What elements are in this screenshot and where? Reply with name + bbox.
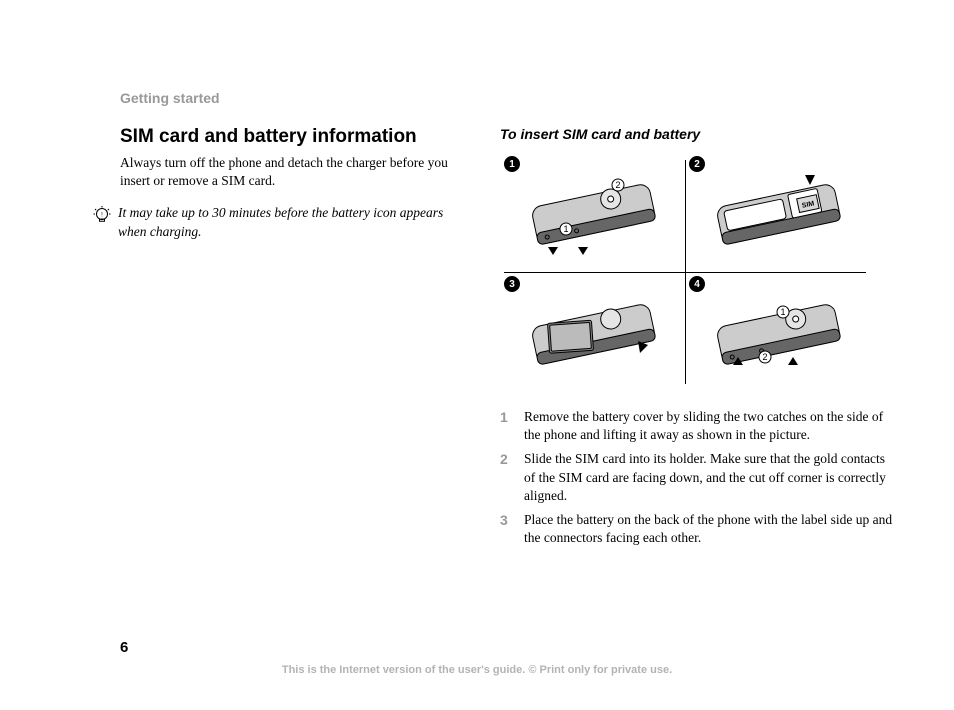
step-item: Place the battery on the back of the pho… — [500, 511, 894, 547]
tip-block: ! It may take up to 30 minutes before th… — [92, 204, 460, 240]
intro-paragraph: Always turn off the phone and detach the… — [120, 154, 460, 190]
section-header: Getting started — [120, 90, 894, 106]
sub-marker-2: 2 — [615, 180, 620, 190]
tip-text: It may take up to 30 minutes before the … — [118, 204, 460, 240]
phone-insert-sim-illustration: SIM — [703, 167, 853, 257]
instruction-diagram: 1 2 1 — [500, 152, 870, 392]
svg-text:!: ! — [101, 213, 103, 219]
panel-badge: 3 — [504, 276, 520, 292]
panel-badge: 4 — [689, 276, 705, 292]
sub-marker-1: 1 — [563, 224, 568, 234]
panel-badge: 1 — [504, 156, 520, 172]
diagram-panel-2: 2 SIM — [685, 152, 870, 272]
sub-marker-1: 1 — [780, 307, 785, 317]
diagram-panel-4: 4 1 2 — [685, 272, 870, 392]
footer-notice: This is the Internet version of the user… — [0, 664, 954, 676]
left-column: SIM card and battery information Always … — [120, 126, 460, 554]
diagram-panel-3: 3 — [500, 272, 685, 392]
lightbulb-icon: ! — [92, 205, 112, 232]
phone-insert-battery-illustration — [518, 287, 668, 377]
content-columns: SIM card and battery information Always … — [120, 126, 894, 554]
panel-badge: 2 — [689, 156, 705, 172]
diagram-panel-1: 1 2 1 — [500, 152, 685, 272]
step-item: Remove the battery cover by sliding the … — [500, 408, 894, 444]
step-item: Slide the SIM card into its holder. Make… — [500, 450, 894, 505]
right-column: To insert SIM card and battery 1 2 — [500, 126, 894, 554]
phone-close-cover-illustration: 1 2 — [703, 287, 853, 377]
sub-heading: To insert SIM card and battery — [500, 126, 894, 142]
sub-marker-2: 2 — [762, 352, 767, 362]
page-number: 6 — [120, 639, 128, 656]
page-title: SIM card and battery information — [120, 126, 460, 148]
phone-remove-cover-illustration: 2 1 — [518, 167, 668, 257]
instruction-steps: Remove the battery cover by sliding the … — [500, 408, 894, 548]
